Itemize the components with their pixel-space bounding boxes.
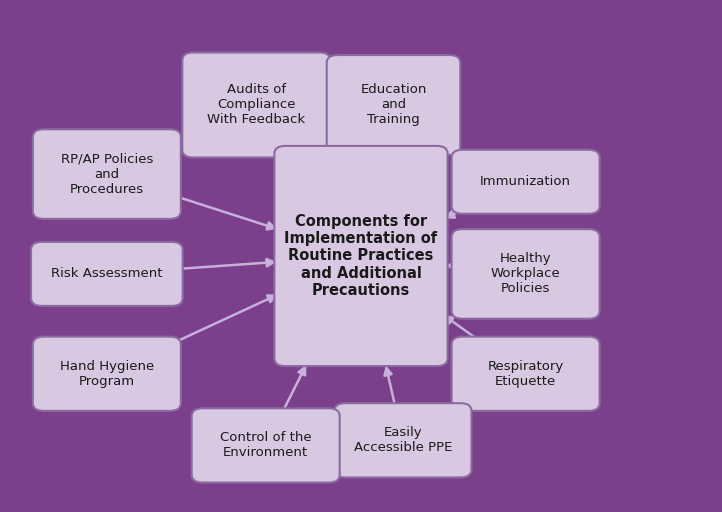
FancyBboxPatch shape [31,242,183,306]
FancyBboxPatch shape [33,129,180,219]
Text: Easily
Accessible PPE: Easily Accessible PPE [354,426,452,454]
FancyBboxPatch shape [274,146,448,366]
Text: Healthy
Workplace
Policies: Healthy Workplace Policies [491,252,560,295]
FancyBboxPatch shape [326,55,461,155]
FancyBboxPatch shape [191,409,339,482]
FancyBboxPatch shape [182,53,330,158]
Text: Components for
Implementation of
Routine Practices
and Additional
Precautions: Components for Implementation of Routine… [284,214,438,298]
Text: Risk Assessment: Risk Assessment [51,267,162,281]
Text: Hand Hygiene
Program: Hand Hygiene Program [60,360,154,388]
FancyBboxPatch shape [452,229,599,318]
FancyBboxPatch shape [452,150,599,214]
FancyBboxPatch shape [334,403,471,477]
Text: RP/AP Policies
and
Procedures: RP/AP Policies and Procedures [61,153,153,196]
Text: Audits of
Compliance
With Feedback: Audits of Compliance With Feedback [207,83,305,126]
Text: Control of the
Environment: Control of the Environment [220,432,311,459]
Text: Education
and
Training: Education and Training [360,83,427,126]
FancyBboxPatch shape [33,337,180,411]
Text: Immunization: Immunization [480,175,571,188]
Text: Respiratory
Etiquette: Respiratory Etiquette [487,360,564,388]
FancyBboxPatch shape [452,337,599,411]
